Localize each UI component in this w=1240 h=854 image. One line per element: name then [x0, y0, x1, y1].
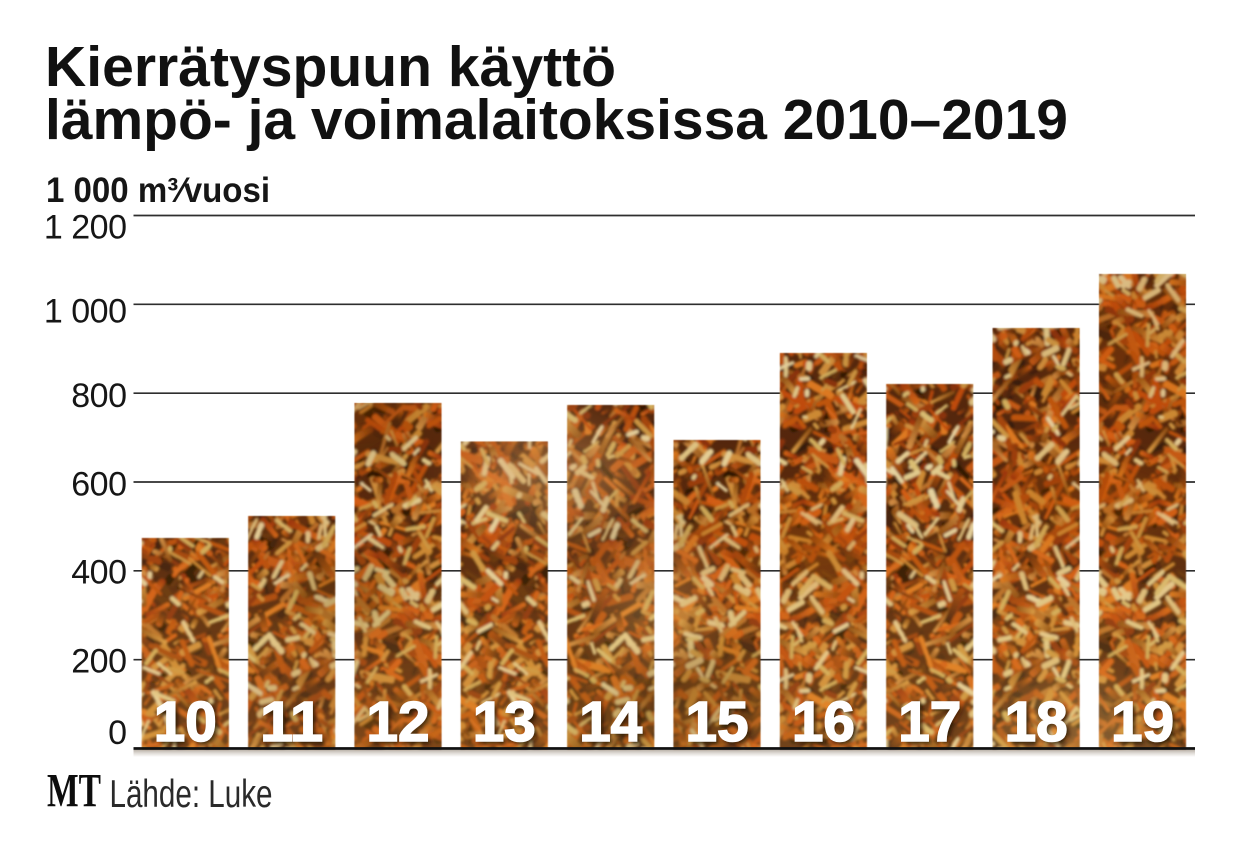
svg-text:11: 11: [263, 693, 326, 757]
svg-text:19: 19: [1111, 690, 1174, 754]
svg-text:14: 14: [582, 693, 645, 757]
svg-text:11: 11: [260, 690, 323, 754]
svg-text:0: 0: [108, 714, 126, 752]
svg-text:18: 18: [1005, 690, 1068, 754]
svg-text:17: 17: [901, 693, 964, 757]
svg-text:13: 13: [473, 690, 536, 754]
svg-text:17: 17: [898, 690, 961, 754]
svg-text:600: 600: [71, 466, 126, 504]
svg-text:1 200: 1 200: [44, 209, 127, 247]
svg-text:MT: MT: [47, 766, 101, 818]
svg-text:18: 18: [1008, 693, 1071, 757]
svg-text:800: 800: [71, 377, 126, 415]
svg-text:14: 14: [579, 690, 642, 754]
svg-text:15: 15: [686, 690, 749, 754]
svg-text:13: 13: [476, 693, 539, 757]
svg-text:1 000: 1 000: [44, 293, 127, 331]
svg-text:lämpö- ja voimalaitoksissa 201: lämpö- ja voimalaitoksissa 2010–2019: [45, 88, 1068, 152]
svg-text:12: 12: [367, 690, 430, 754]
svg-text:10: 10: [157, 693, 220, 757]
svg-text:19: 19: [1114, 693, 1177, 757]
svg-text:15: 15: [689, 693, 752, 757]
svg-text:10: 10: [154, 690, 217, 754]
svg-text:1 000 m³⁄vuosi: 1 000 m³⁄vuosi: [46, 171, 270, 210]
svg-text:Lähde: Luke: Lähde: Luke: [110, 773, 273, 816]
svg-text:400: 400: [71, 554, 126, 592]
svg-text:200: 200: [71, 643, 126, 681]
svg-text:Kierrätyspuun käyttö: Kierrätyspuun käyttö: [45, 35, 616, 99]
svg-text:16: 16: [795, 693, 858, 757]
svg-text:12: 12: [370, 693, 433, 757]
svg-text:16: 16: [792, 690, 855, 754]
